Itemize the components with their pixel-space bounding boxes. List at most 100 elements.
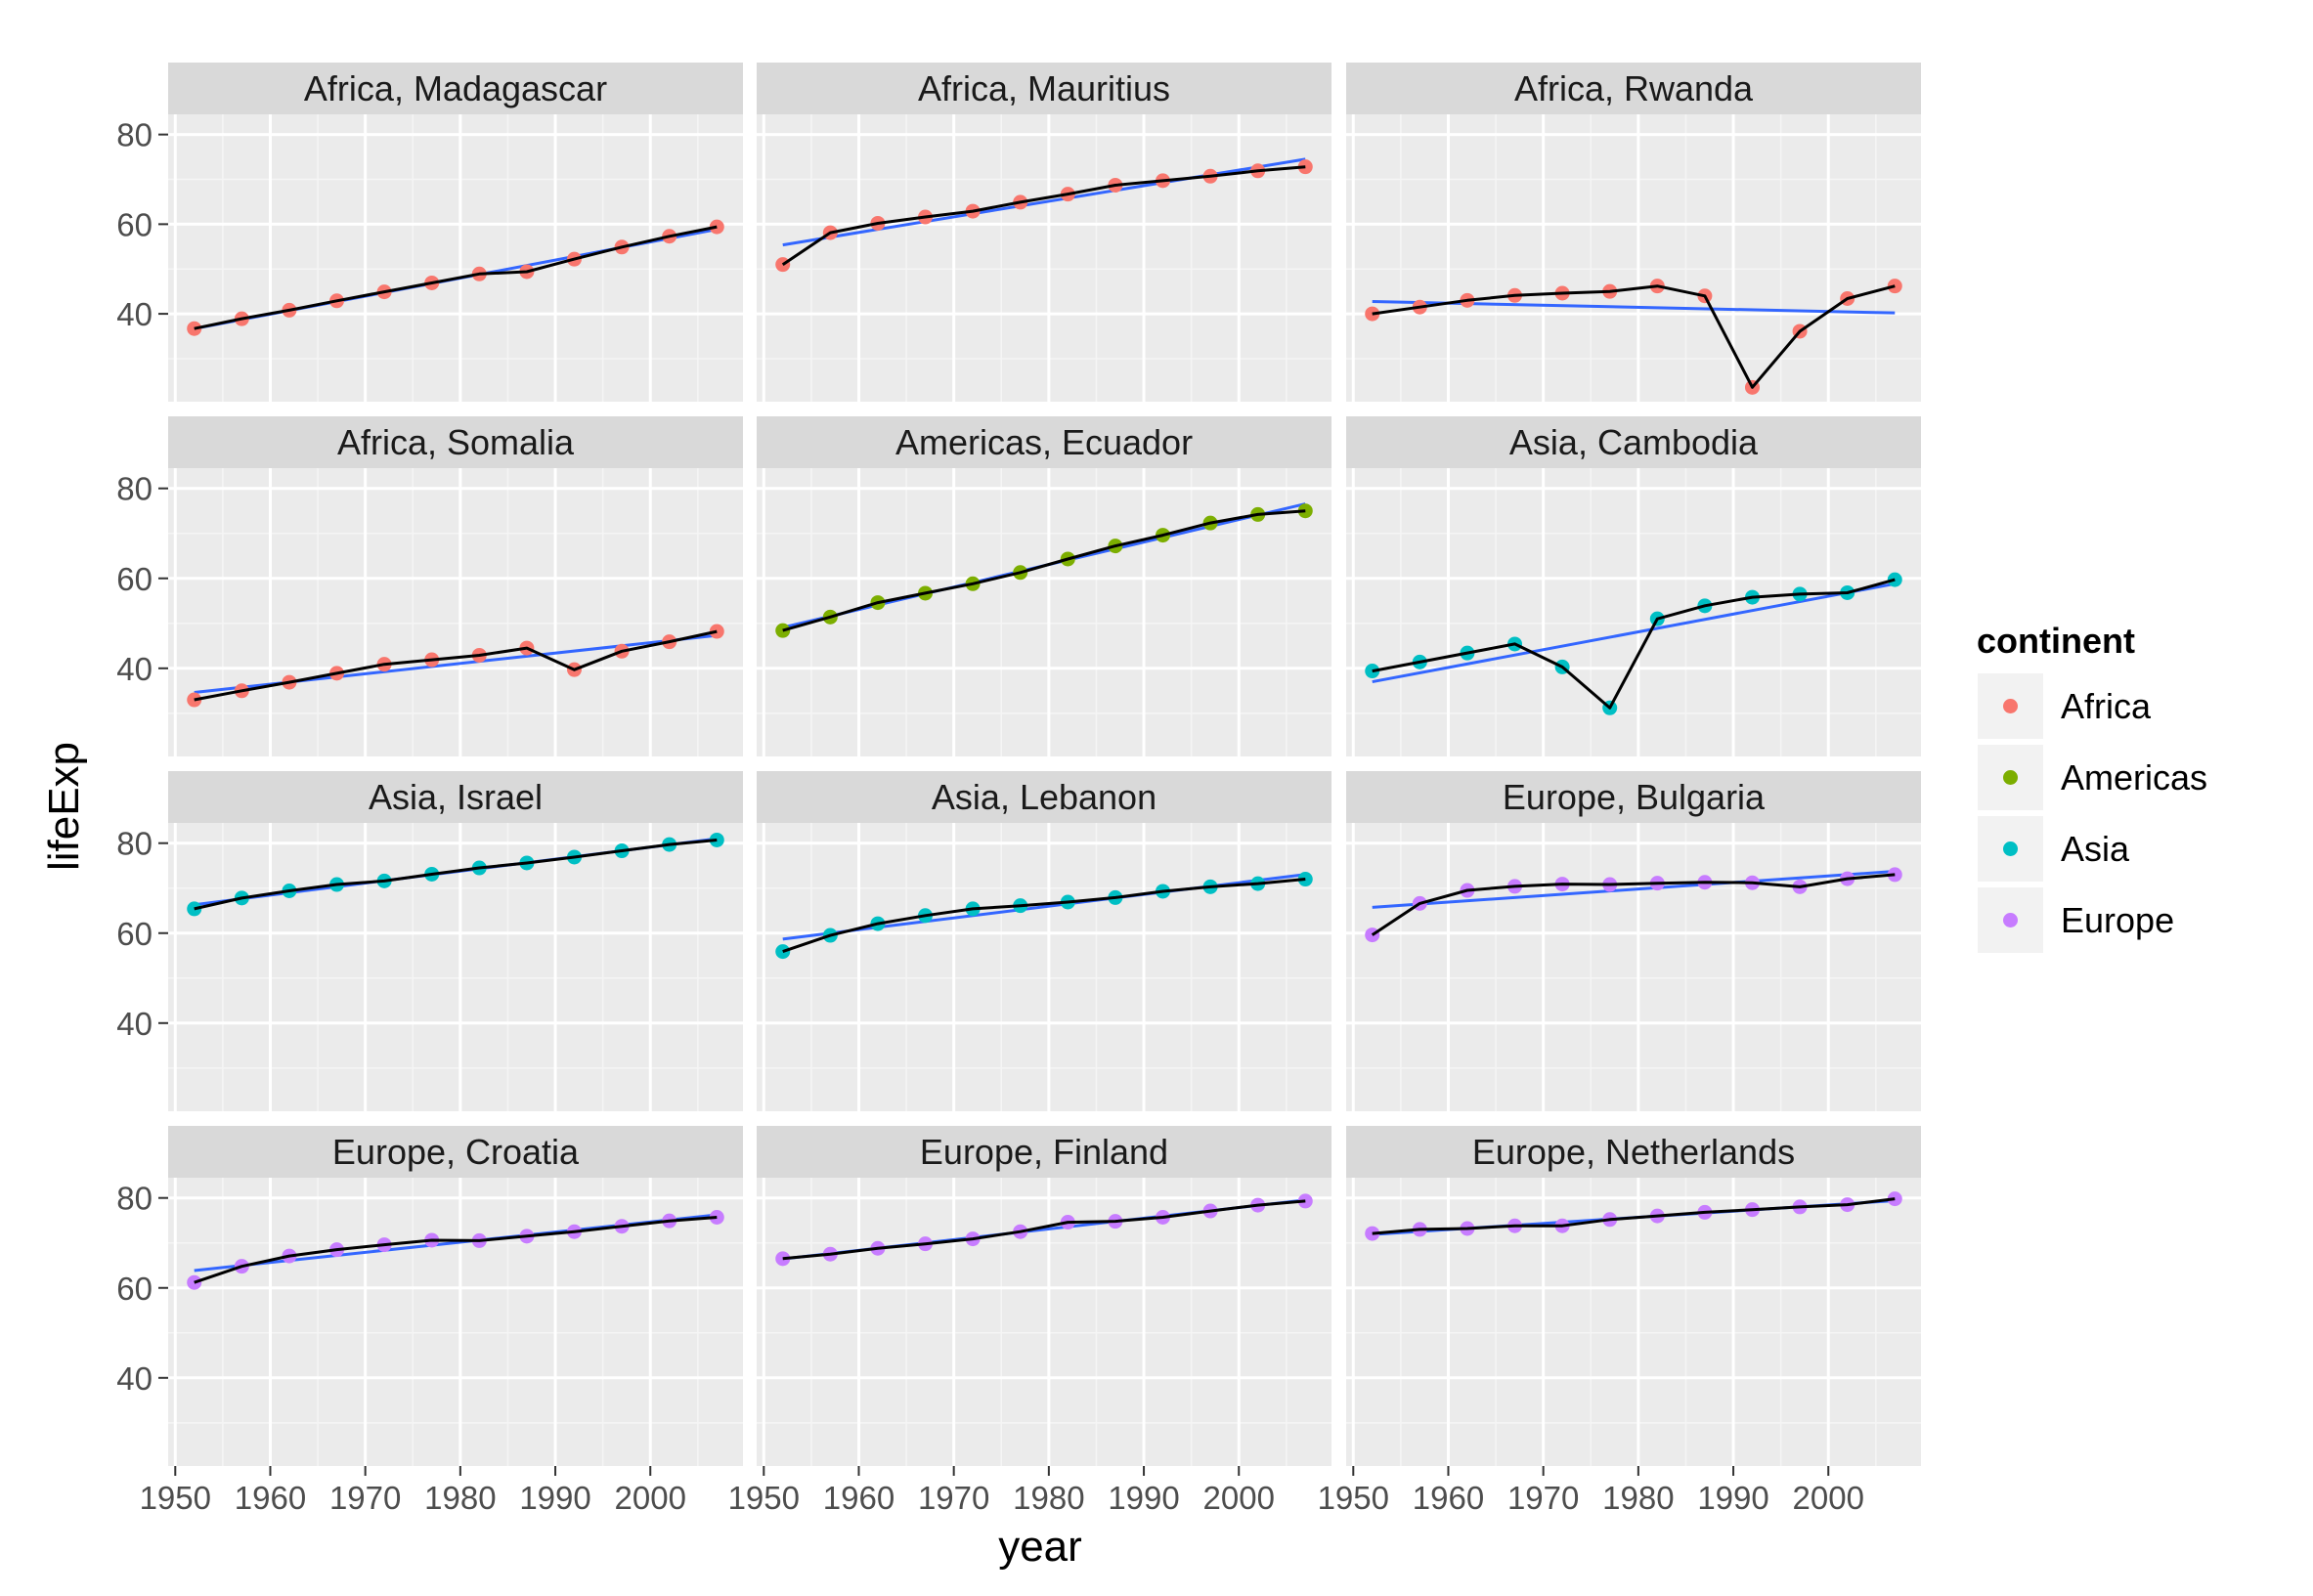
- facet-panel: Africa, Somalia: [168, 416, 743, 756]
- x-tick-label: 1950: [1318, 1480, 1389, 1516]
- trend-line: [782, 157, 1306, 247]
- x-tick-label: 1990: [519, 1480, 590, 1516]
- y-tick-label: 60: [116, 1271, 153, 1307]
- facet-strip: [1346, 63, 1921, 114]
- legend-label: Asia: [2061, 829, 2130, 869]
- x-tick-label: 1970: [1507, 1480, 1579, 1516]
- facet-panel: Africa, Rwanda: [1346, 63, 1921, 402]
- facet-label: Africa, Somalia: [337, 422, 575, 462]
- x-tick-label: 1980: [1013, 1480, 1084, 1516]
- panel-background: [168, 1178, 743, 1466]
- series-line: [1372, 284, 1896, 389]
- legend-label: Africa: [2061, 686, 2152, 726]
- legend-marker: [2003, 770, 2018, 785]
- facet-panel: Europe, Finland: [757, 1126, 1331, 1466]
- series-line: [781, 165, 1306, 266]
- panel-background: [168, 468, 743, 756]
- facet-strip: [757, 1126, 1331, 1178]
- facet-strip: [1346, 771, 1921, 823]
- facet-strip: [757, 63, 1331, 114]
- series-line: [194, 225, 718, 330]
- y-tick-label: 40: [116, 296, 153, 332]
- facet-panel: Europe, Bulgaria: [1346, 771, 1921, 1111]
- series-line: [194, 839, 718, 911]
- x-tick-label: 1960: [823, 1480, 895, 1516]
- x-axis-title: year: [998, 1523, 1082, 1571]
- legend: continent Africa Americas Asia Europe: [1976, 621, 2207, 955]
- facet-strip: [168, 63, 743, 114]
- facet-label: Asia, Lebanon: [932, 777, 1156, 817]
- y-tick-label: 60: [116, 206, 153, 242]
- legend-title: continent: [1977, 621, 2135, 661]
- facet-label: Africa, Mauritius: [918, 68, 1170, 108]
- facet-panel: Asia, Israel: [168, 771, 743, 1111]
- series-line: [782, 1199, 1306, 1261]
- facet-panel: Asia, Lebanon: [757, 771, 1331, 1111]
- facet-label: Europe, Netherlands: [1472, 1132, 1795, 1172]
- facet-label: Africa, Rwanda: [1514, 68, 1754, 108]
- series-line: [782, 878, 1306, 954]
- facet-label: Asia, Cambodia: [1509, 422, 1759, 462]
- y-axis-title: lifeExp: [40, 742, 88, 871]
- legend-marker: [2003, 841, 2018, 856]
- series-line: [194, 629, 718, 702]
- facet-strip: [168, 416, 743, 468]
- panel-background: [757, 823, 1331, 1111]
- y-tick-label: 80: [116, 1181, 153, 1217]
- facet-panel: Americas, Ecuador: [757, 416, 1331, 756]
- y-tick-label: 80: [116, 471, 153, 507]
- legend-marker: [2003, 699, 2018, 713]
- panel-background: [1346, 114, 1921, 402]
- panel-background: [1346, 468, 1921, 756]
- y-tick-label: 80: [116, 117, 153, 153]
- y-tick-label: 80: [116, 826, 153, 862]
- facet-panel: Africa, Madagascar: [168, 63, 743, 402]
- panel-background: [757, 114, 1331, 402]
- y-tick-label: 40: [116, 1006, 153, 1042]
- axes: 40 60 80 40 60 80 40 60 80 40 60 80 1950 1960 1970 1980…: [116, 117, 1864, 1516]
- x-tick-label: 1990: [1697, 1480, 1768, 1516]
- facet-panel: Africa, Mauritius: [757, 63, 1331, 402]
- facet-strip: [168, 771, 743, 823]
- x-tick-label: 1970: [918, 1480, 989, 1516]
- facet-label: Europe, Bulgaria: [1503, 777, 1766, 817]
- x-tick-label: 1950: [140, 1480, 211, 1516]
- legend-label: Americas: [2061, 757, 2207, 798]
- x-tick-label: 1990: [1108, 1480, 1179, 1516]
- x-tick-label: 1950: [728, 1480, 800, 1516]
- x-tick-label: 2000: [615, 1480, 686, 1516]
- facet-panel: Asia, Cambodia: [1346, 416, 1921, 756]
- x-tick-label: 2000: [1793, 1480, 1864, 1516]
- facet-label: Africa, Madagascar: [304, 68, 607, 108]
- facet-label: Europe, Finland: [920, 1132, 1168, 1172]
- series-line: [782, 509, 1306, 632]
- x-tick-label: 1980: [424, 1480, 496, 1516]
- panel-background: [1346, 823, 1921, 1111]
- y-tick-label: 60: [116, 561, 153, 597]
- facet-panel: Europe, Croatia: [168, 1126, 743, 1466]
- x-tick-label: 2000: [1203, 1480, 1275, 1516]
- facet-panel: Europe, Netherlands: [1346, 1126, 1921, 1466]
- x-tick-label: 1960: [1413, 1480, 1484, 1516]
- panel-background: [168, 114, 743, 402]
- series-line: [194, 1216, 718, 1284]
- facet-strip: [757, 771, 1331, 823]
- facet-strip: [757, 416, 1331, 468]
- y-tick-label: 40: [116, 651, 153, 687]
- facet-label: Americas, Ecuador: [895, 422, 1193, 462]
- trend-line: [1372, 300, 1896, 315]
- y-tick-label: 60: [116, 916, 153, 952]
- y-tick-label: 40: [116, 1360, 153, 1397]
- facet-strip: [1346, 416, 1921, 468]
- x-tick-label: 1960: [235, 1480, 306, 1516]
- x-tick-label: 1970: [329, 1480, 401, 1516]
- series-line: [1372, 578, 1896, 710]
- series-line: [1371, 873, 1896, 936]
- facet-panels: Africa, Madagascar Africa, Mauritius Afric…: [168, 63, 1921, 1466]
- panel-background: [1346, 1178, 1921, 1466]
- facet-strip: [1346, 1126, 1921, 1178]
- facet-label: Asia, Israel: [369, 777, 543, 817]
- trend-line: [1372, 582, 1896, 684]
- legend-label: Europe: [2061, 900, 2174, 940]
